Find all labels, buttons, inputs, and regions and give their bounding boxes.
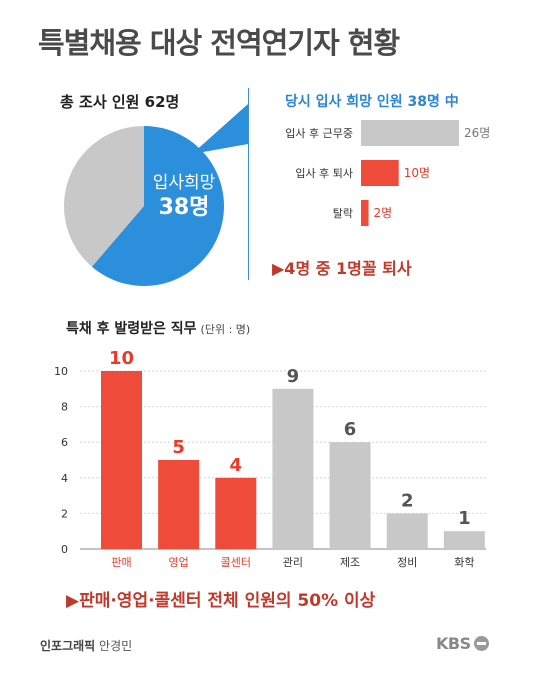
vbar-caption: 특채 후 발령받은 직무 (단위 : 명)	[66, 318, 250, 338]
hbar-note: ▶4명 중 1명꼴 퇴사	[272, 259, 412, 278]
credit-name: 안경민	[99, 639, 133, 653]
hbar-bar	[361, 120, 459, 146]
hbar-value-label: 2명	[374, 206, 393, 220]
pie-slice-rest	[64, 126, 144, 267]
kbs-logo-mark	[473, 636, 489, 651]
vbar-category-label: 화학	[454, 556, 474, 569]
kbs-logo: KBS	[436, 634, 489, 653]
vbar-category-label: 영업	[169, 556, 189, 569]
callout-pointer	[192, 104, 248, 154]
vbar-bar	[101, 371, 142, 549]
vbar-value-label: 6	[344, 419, 357, 440]
credit-label: 인포그래픽	[40, 639, 96, 653]
vbar-unit: (단위 : 명)	[200, 323, 251, 336]
hbar-caption: 당시 입사 희망 인원 38명 中	[285, 94, 459, 110]
vbar-category-label: 제조	[340, 556, 360, 569]
vbar-value-label: 4	[230, 455, 243, 476]
vbar-bar	[272, 388, 314, 549]
y-tick-label: 6	[61, 436, 68, 449]
vbar-bar	[443, 531, 485, 549]
y-tick-label: 2	[61, 507, 68, 520]
section-divider	[248, 88, 249, 280]
y-tick-label: 4	[61, 472, 68, 485]
vbar-value-label: 1	[458, 508, 471, 529]
pie-slice-highlight	[91, 126, 224, 286]
vbar-category-label: 판매	[111, 556, 131, 569]
vbar-category-label: 콜센터	[221, 556, 251, 569]
vertical-bar-chart: 0 2 4 6 8 10 10 판매 5 영업 4 콜센터 9 관리 6 제조 2 정비 1 화학	[54, 348, 486, 569]
y-tick-label: 0	[61, 543, 68, 556]
credit: 인포그래픽 안경민	[40, 637, 132, 654]
chart-title: 특별채용 대상 전역연기자 현황	[38, 26, 400, 60]
vbar-category-label: 정비	[397, 556, 417, 569]
vbar-category-label: 관리	[283, 556, 303, 569]
vbar-bar	[386, 513, 428, 549]
vbar-caption-text: 특채 후 발령받은 직무	[66, 321, 197, 337]
y-tick-label: 8	[61, 401, 68, 414]
kbs-logo-text: KBS	[436, 634, 471, 653]
pie-highlight-label: 입사희망	[153, 173, 216, 193]
hbar-value-label: 10명	[404, 166, 430, 180]
vbar-value-label: 9	[287, 366, 300, 387]
vbar-bar	[215, 477, 257, 549]
vbar-note: ▶판매·영업·콜센터 전체 인원의 50% 이상	[66, 591, 376, 611]
pie-highlight-value: 38명	[159, 195, 210, 220]
hbar-value-label: 26명	[464, 126, 490, 140]
y-tick-label: 10	[54, 365, 68, 378]
hbar-bar	[361, 200, 369, 226]
hbar-category-label: 입사 후 퇴사	[295, 167, 353, 180]
vbar-bar	[158, 460, 200, 549]
vbar-bar	[329, 442, 371, 549]
hbar-bar	[361, 160, 399, 186]
hbar-category-label: 입사 후 근무중	[285, 127, 353, 140]
vbar-value-label: 5	[172, 437, 185, 458]
vbar-value-label: 2	[401, 490, 414, 511]
hbar-category-label: 탈락	[333, 207, 353, 220]
pie-caption: 총 조사 인원 62명	[60, 93, 180, 111]
vbar-value-label: 10	[109, 348, 134, 369]
